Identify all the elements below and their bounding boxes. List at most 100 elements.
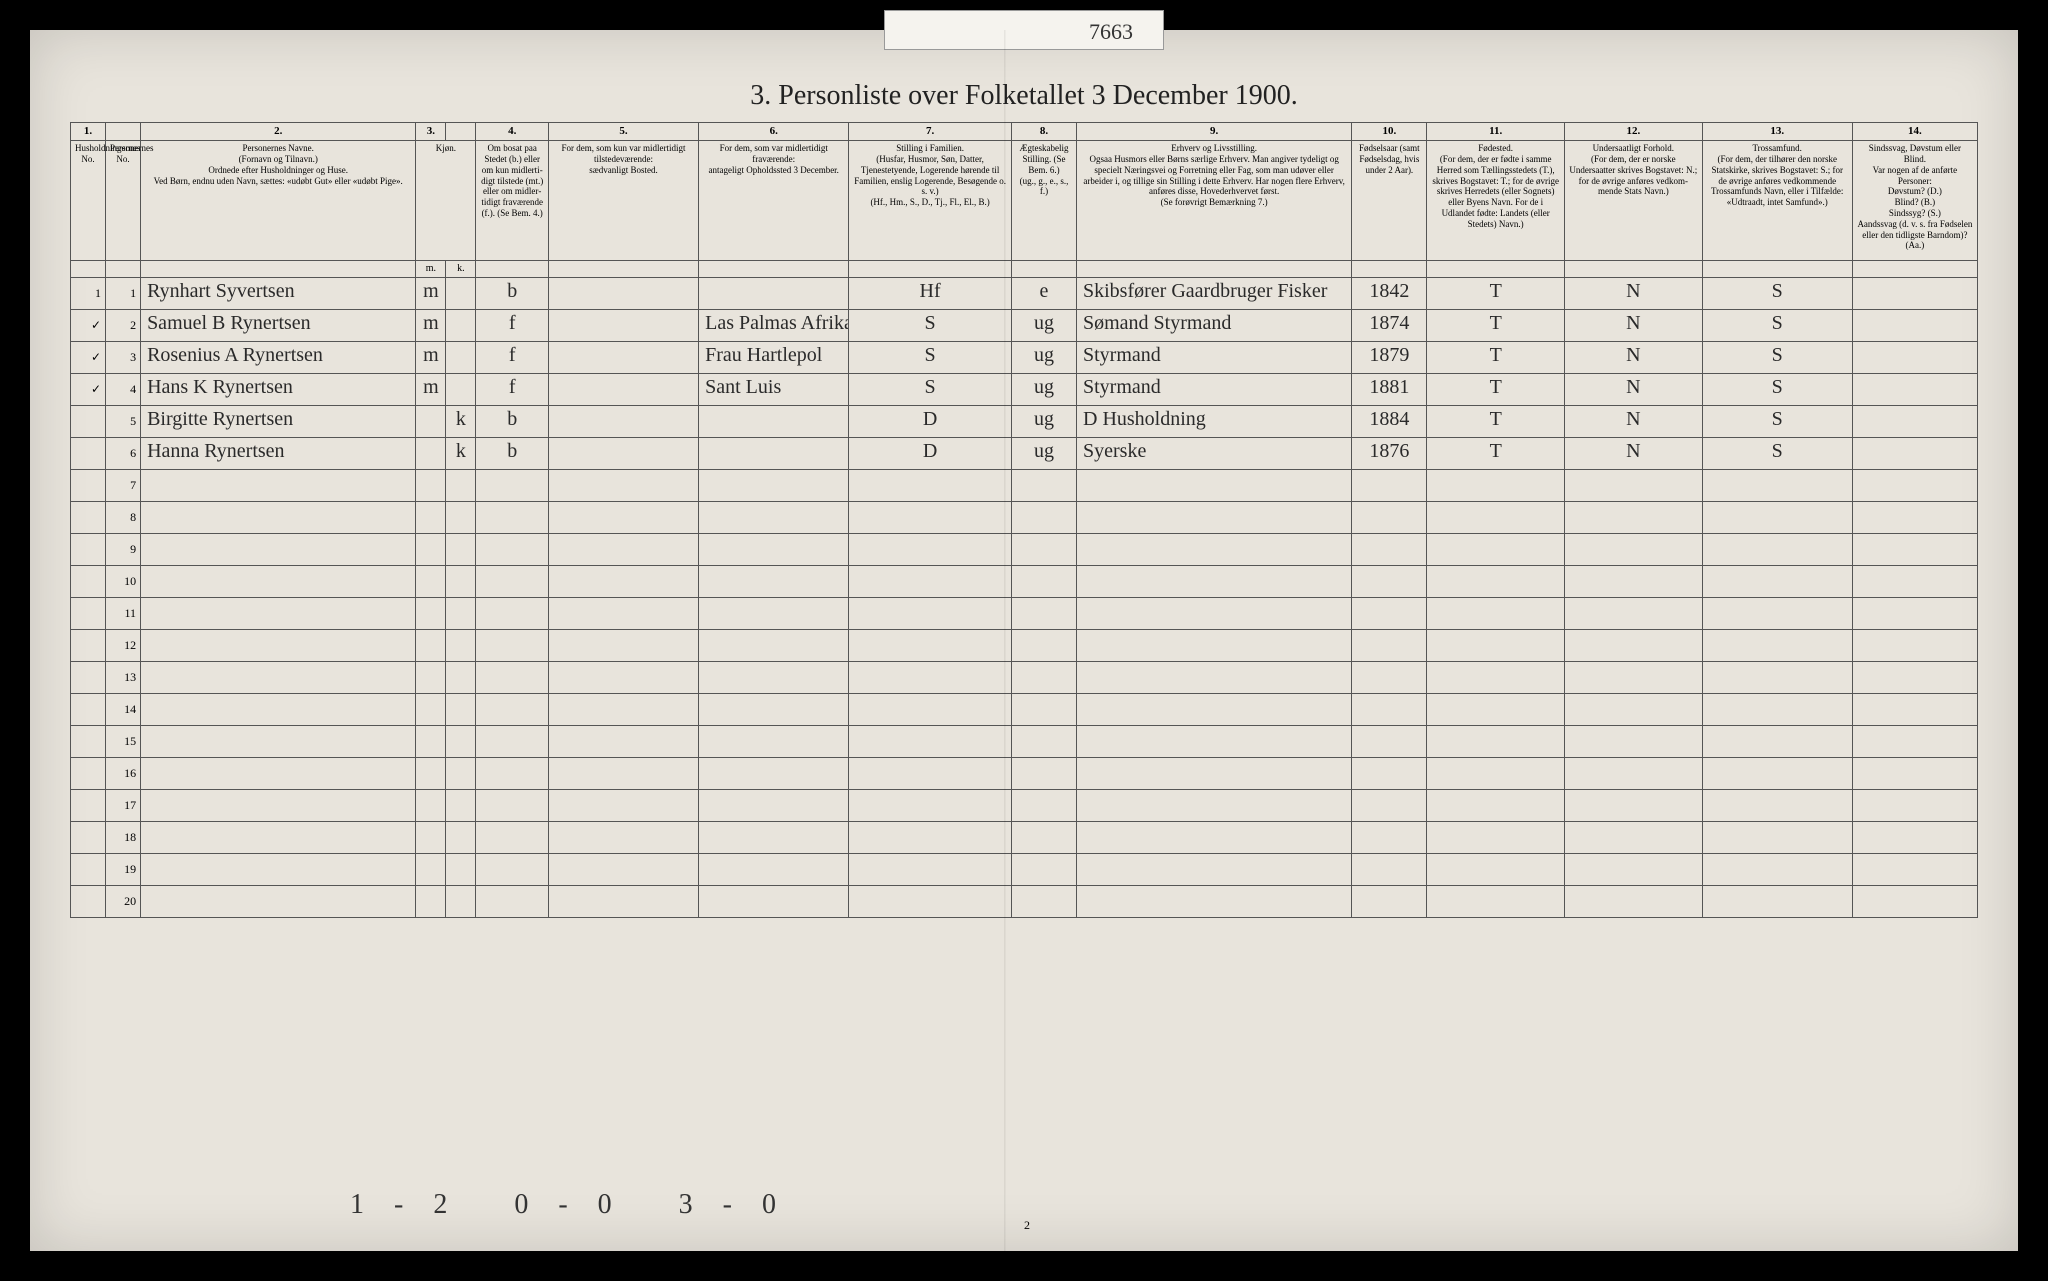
cell-empty xyxy=(1011,726,1076,758)
col-subheader: k. xyxy=(446,261,476,278)
cell-empty xyxy=(1565,598,1703,630)
table-row: 6Hanna RynertsenkbDugSyerske1876TNS xyxy=(71,438,1978,470)
cell-empty xyxy=(1852,822,1977,854)
cell-opphold xyxy=(699,438,849,470)
cell-empty xyxy=(416,758,446,790)
cell-empty xyxy=(1352,598,1427,630)
cell-empty xyxy=(1352,790,1427,822)
cell-fsted: T xyxy=(1427,342,1565,374)
cell-tro: S xyxy=(1702,342,1852,374)
cell-empty: 19 xyxy=(106,854,141,886)
cell-empty xyxy=(1427,598,1565,630)
cell-empty xyxy=(1011,758,1076,790)
table-row: 7 xyxy=(71,470,1978,502)
cell-empty xyxy=(416,630,446,662)
col-num: 7. xyxy=(849,123,1012,141)
col-subheader xyxy=(1565,261,1703,278)
cell-empty xyxy=(476,822,549,854)
cell-empty xyxy=(1565,790,1703,822)
cell-hh xyxy=(71,406,106,438)
cell-k xyxy=(446,310,476,342)
cell-empty xyxy=(141,726,416,758)
cell-empty: 15 xyxy=(106,726,141,758)
col-num xyxy=(446,123,476,141)
cell-p: 1 xyxy=(106,278,141,310)
cell-k: k xyxy=(446,438,476,470)
cell-empty xyxy=(416,662,446,694)
cell-nat: N xyxy=(1565,310,1703,342)
cell-empty xyxy=(416,790,446,822)
cell-aar: 1881 xyxy=(1352,374,1427,406)
cell-opphold: Las Palmas Afrika xyxy=(699,310,849,342)
cell-empty xyxy=(699,790,849,822)
col-subheader xyxy=(1427,261,1565,278)
cell-empty xyxy=(1565,694,1703,726)
census-page: 7663 3. Personliste over Folketallet 3 D… xyxy=(30,30,2018,1251)
cell-empty: 8 xyxy=(106,502,141,534)
cell-empty xyxy=(1352,630,1427,662)
cell-empty xyxy=(1565,534,1703,566)
cell-empty xyxy=(1852,566,1977,598)
cell-opphold xyxy=(699,278,849,310)
cell-empty xyxy=(548,758,698,790)
cell-hh xyxy=(71,438,106,470)
cell-fam: Hf xyxy=(849,278,1012,310)
cell-fsted: T xyxy=(1427,374,1565,406)
cell-empty xyxy=(1427,726,1565,758)
col-subheader xyxy=(699,261,849,278)
cell-empty xyxy=(548,566,698,598)
cell-empty xyxy=(1427,790,1565,822)
cell-empty xyxy=(699,502,849,534)
cell-res: b xyxy=(476,438,549,470)
cell-nat: N xyxy=(1565,342,1703,374)
cell-empty xyxy=(446,566,476,598)
cell-empty: 11 xyxy=(106,598,141,630)
cell-empty: 13 xyxy=(106,662,141,694)
cell-empty xyxy=(446,630,476,662)
col-header: Kjøn. xyxy=(416,141,476,261)
cell-empty xyxy=(141,758,416,790)
cell-empty xyxy=(1702,502,1852,534)
cell-empty xyxy=(1011,662,1076,694)
col-header: Erhverv og Livsstilling. Ogsaa Husmors e… xyxy=(1077,141,1352,261)
cell-empty xyxy=(699,566,849,598)
cell-empty xyxy=(446,502,476,534)
cell-res: b xyxy=(476,278,549,310)
cell-empty xyxy=(548,726,698,758)
col-num: 8. xyxy=(1011,123,1076,141)
cell-empty xyxy=(1011,694,1076,726)
cell-empty xyxy=(416,598,446,630)
cell-empty xyxy=(1077,470,1352,502)
cell-opphold xyxy=(699,406,849,438)
cell-res: b xyxy=(476,406,549,438)
cell-empty xyxy=(699,534,849,566)
cell-eg: ug xyxy=(1011,374,1076,406)
cell-empty xyxy=(446,854,476,886)
table-row: 9 xyxy=(71,534,1978,566)
cell-empty xyxy=(1427,566,1565,598)
tab-number: 7663 xyxy=(1089,19,1133,45)
col-num: 12. xyxy=(1565,123,1703,141)
cell-empty xyxy=(71,470,106,502)
cell-hh: ✓ xyxy=(71,374,106,406)
cell-aar: 1884 xyxy=(1352,406,1427,438)
cell-empty xyxy=(476,630,549,662)
cell-nat: N xyxy=(1565,438,1703,470)
table-row: 11 xyxy=(71,598,1978,630)
cell-p: 3 xyxy=(106,342,141,374)
cell-empty xyxy=(416,566,446,598)
cell-opphold: Sant Luis xyxy=(699,374,849,406)
cell-empty xyxy=(1852,726,1977,758)
cell-empty xyxy=(476,790,549,822)
cell-empty xyxy=(1011,566,1076,598)
cell-m: m xyxy=(416,374,446,406)
cell-empty xyxy=(548,694,698,726)
cell-m: m xyxy=(416,278,446,310)
cell-empty xyxy=(548,630,698,662)
cell-empty xyxy=(1352,502,1427,534)
cell-empty xyxy=(548,470,698,502)
cell-empty xyxy=(1565,566,1703,598)
cell-empty xyxy=(1852,854,1977,886)
cell-empty xyxy=(1702,822,1852,854)
cell-empty xyxy=(476,694,549,726)
